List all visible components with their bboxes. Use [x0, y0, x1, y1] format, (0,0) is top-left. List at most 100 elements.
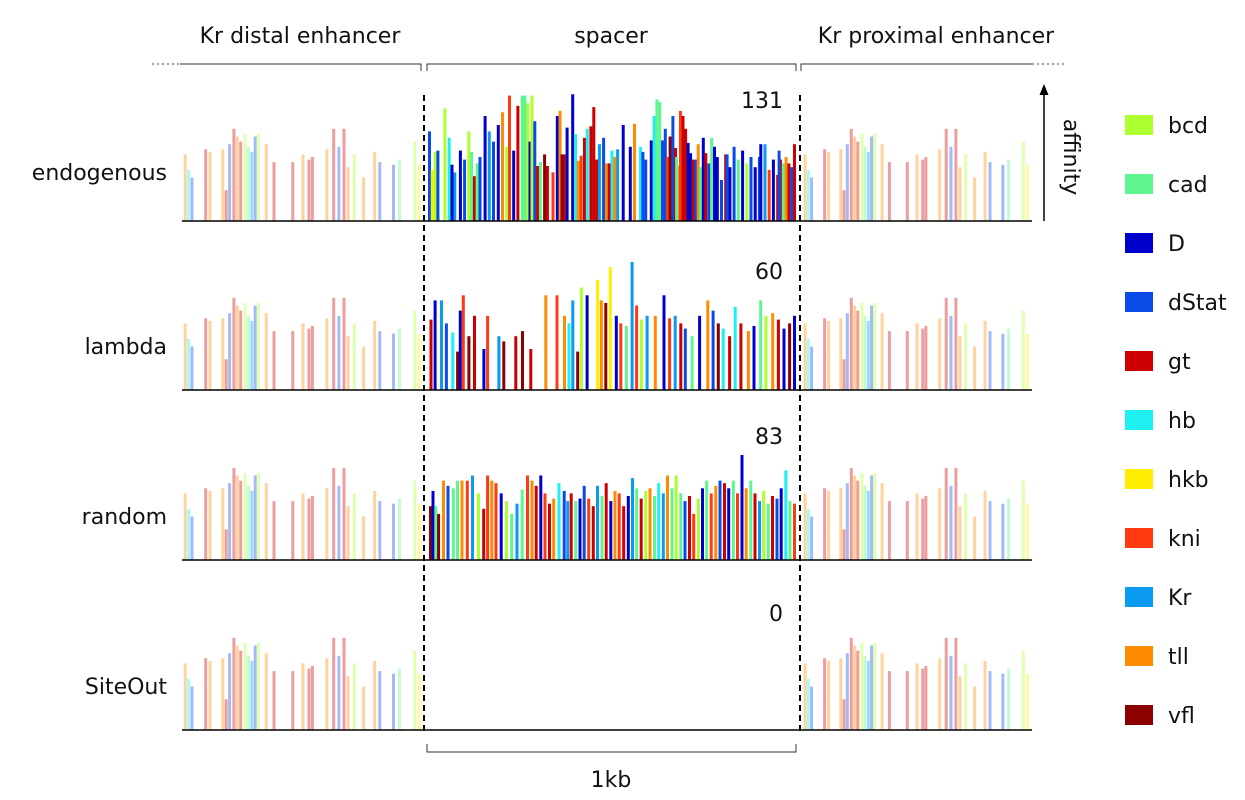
spacer-site-bar: [434, 506, 438, 560]
spacer-site-bar: [458, 310, 462, 390]
flank-site-bar: [301, 493, 305, 560]
spacer-site-bar: [569, 493, 573, 560]
spacer-site-bar: [505, 501, 508, 560]
site-count-lambda: 60: [755, 260, 783, 285]
flank-site-bar: [853, 475, 857, 560]
site-count-endogenous: 131: [741, 89, 783, 114]
flank-site-bar: [860, 643, 864, 730]
flank-site-bar: [973, 346, 977, 390]
flank-site-bar: [849, 128, 853, 221]
legend-label-kr: Kr: [1168, 586, 1192, 611]
spacer-site-bar: [762, 490, 766, 560]
legend-label-hb: hb: [1168, 409, 1196, 434]
flank-site-bar: [949, 485, 953, 560]
spacer-site-bar: [499, 493, 503, 560]
flank-site-bar: [880, 653, 884, 730]
flank-site-bar: [905, 671, 909, 730]
flank-site-bar: [228, 483, 232, 560]
flank-site-bar: [250, 490, 254, 560]
flank-site-bar: [887, 162, 891, 221]
spacer-site-bar: [793, 315, 796, 390]
spacer-site-bar: [652, 116, 656, 221]
flank-site-bar: [863, 485, 867, 560]
legend-label-kni: kni: [1168, 527, 1201, 552]
spacer-site-bar: [776, 319, 780, 390]
spacer-site-bar: [698, 315, 702, 390]
flank-site-bar: [866, 660, 870, 730]
spacer-site-bar: [543, 154, 547, 221]
spacer-site-bar: [562, 490, 566, 560]
flank-site-bar: [873, 134, 877, 221]
flank-site-bar: [373, 151, 377, 221]
flank-site-bar: [944, 128, 948, 221]
site-count-siteout: 0: [769, 602, 783, 627]
spacer-site-bar: [715, 157, 719, 221]
flank-site-bar: [257, 643, 261, 730]
spacer-site-bar: [635, 488, 639, 560]
flank-site-bar: [954, 467, 958, 560]
legend-swatch-dstat: [1125, 292, 1153, 312]
flank-site-bar: [235, 136, 239, 221]
spacer-site-bar: [793, 503, 796, 560]
spacer-site-bar: [436, 150, 440, 221]
legend-swatch-kni: [1125, 528, 1153, 548]
spacer-site-bar: [551, 172, 555, 221]
flank-site-bar: [352, 154, 356, 221]
flank-site-bar: [183, 323, 187, 390]
flank-site-bar: [232, 128, 236, 221]
legend-label-dstat: dStat: [1168, 291, 1227, 316]
flank-site-bar: [253, 475, 257, 560]
flank-site-bar: [307, 498, 311, 560]
spacer-site-bar: [645, 315, 649, 390]
spacer-site-bar: [655, 99, 659, 221]
spacer-site-bar: [694, 159, 698, 221]
spacer-site-bar: [613, 157, 617, 221]
flank-site-bar: [887, 331, 891, 390]
spacer-site-bar: [487, 131, 491, 221]
flank-site-bar: [332, 637, 336, 730]
spacer-site-bar: [764, 315, 768, 390]
spacer-site-bar: [478, 157, 482, 221]
flank-site-bar: [307, 159, 311, 221]
spacer-site-bar: [771, 159, 775, 221]
flank-site-bar: [1001, 164, 1005, 221]
spacer-site-bar: [725, 154, 729, 221]
spacer-site-bar: [622, 506, 626, 560]
spacer-site-bar: [631, 478, 634, 560]
spacer-site-bar: [679, 493, 683, 560]
spacer-site-bar: [543, 493, 547, 560]
flank-site-bar: [208, 320, 212, 390]
spacer-site-bar: [548, 503, 551, 560]
flank-site-bar: [310, 326, 314, 390]
flank-site-bar: [810, 516, 814, 560]
flank-site-bar: [332, 128, 336, 221]
spacer-site-bar: [759, 144, 763, 221]
spacer-site-bar: [644, 159, 648, 221]
flank-site-bar: [352, 663, 356, 730]
flank-site-bar: [398, 668, 401, 730]
spacer-site-bar: [788, 323, 792, 390]
spacer-site-bar: [686, 142, 690, 221]
flank-site-bar: [235, 305, 239, 390]
spacer-site-bar: [639, 146, 643, 221]
flank-site-bar: [849, 297, 853, 390]
spacer-site-bar: [492, 141, 495, 221]
affinity-label: affinity: [1058, 119, 1083, 195]
flank-site-bar: [232, 297, 236, 390]
spacer-site-bar: [494, 483, 498, 560]
flank-site-bar: [301, 663, 305, 730]
flank-site-bar: [803, 493, 807, 560]
spacer-site-bar: [616, 149, 620, 221]
flank-site-bar: [257, 134, 261, 221]
spacer-site-bar: [790, 167, 794, 221]
flank-site-bar: [337, 655, 341, 730]
affinity-arrow-head: [1039, 84, 1049, 95]
spacer-site-bar: [516, 105, 520, 221]
spacer-site-bar: [610, 150, 614, 221]
flank-site-bar: [842, 529, 846, 560]
flank-site-bar: [373, 320, 377, 390]
flank-site-bar: [325, 149, 329, 221]
spacer-site-bar: [628, 146, 632, 221]
flank-site-bar: [845, 653, 849, 730]
flank-site-bar: [342, 297, 346, 390]
